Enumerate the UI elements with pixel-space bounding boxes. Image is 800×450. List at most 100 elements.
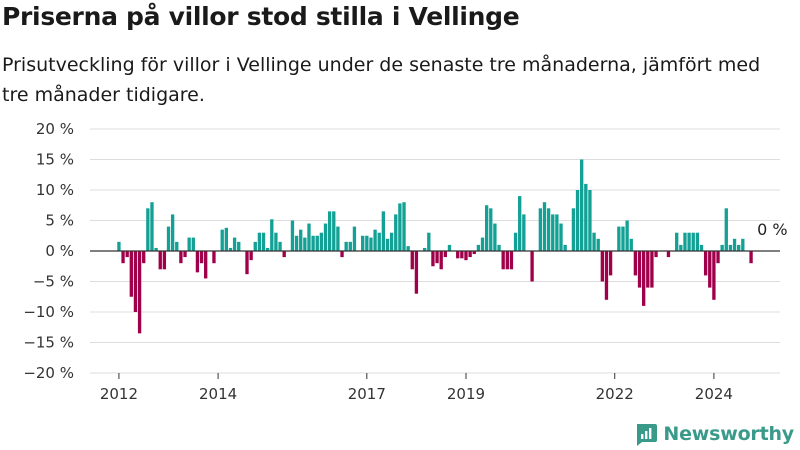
- bar: [431, 251, 435, 267]
- x-axis-ticks: 2012 2014 2017 2019 2022 2024: [100, 373, 733, 403]
- bar: [675, 232, 679, 251]
- bar: [435, 251, 439, 264]
- x-tick-label: 2017: [348, 385, 386, 403]
- bar: [195, 251, 200, 273]
- bar: [414, 251, 419, 294]
- bar: [551, 214, 555, 251]
- bar: [518, 196, 522, 251]
- bar: [737, 244, 741, 251]
- bar: [666, 251, 671, 258]
- bar: [365, 235, 369, 251]
- bar: [220, 229, 224, 251]
- bar: [617, 226, 621, 251]
- bar: [728, 244, 733, 251]
- bar: [493, 223, 497, 251]
- bar: [327, 211, 332, 251]
- bar: [340, 251, 344, 258]
- gridlines: [90, 128, 780, 374]
- bar: [245, 251, 249, 275]
- bar: [311, 235, 315, 251]
- logo-icon: [637, 424, 658, 446]
- bar: [142, 251, 146, 264]
- x-tick-label: 2024: [695, 385, 733, 403]
- bar: [410, 251, 414, 270]
- bar: [166, 226, 171, 251]
- bar: [691, 232, 695, 251]
- bar: [290, 220, 295, 251]
- bar: [596, 238, 600, 251]
- bar: [294, 235, 299, 251]
- bar: [460, 251, 464, 259]
- bar: [542, 202, 547, 251]
- bar: [571, 208, 576, 251]
- bar: [484, 205, 489, 251]
- bar: [513, 232, 518, 251]
- bar: [323, 223, 328, 251]
- bar: [468, 251, 472, 258]
- bar: [187, 237, 191, 251]
- bar: [278, 241, 282, 251]
- bar: [369, 237, 373, 251]
- bar: [315, 235, 319, 251]
- bar: [175, 241, 179, 251]
- bar: [497, 244, 501, 251]
- x-tick-label: 2019: [447, 385, 485, 403]
- bars: [117, 159, 753, 334]
- bar: [427, 232, 431, 251]
- bar: [538, 208, 543, 251]
- bar: [212, 251, 216, 264]
- bar: [257, 232, 262, 251]
- bar: [204, 251, 208, 279]
- bar: [146, 208, 150, 251]
- bar: [352, 226, 357, 251]
- bar: [158, 251, 162, 270]
- bar: [522, 214, 526, 251]
- bar: [555, 214, 559, 251]
- bar: [274, 232, 278, 251]
- bar: [695, 232, 700, 251]
- bar: [344, 241, 348, 251]
- bar: [625, 220, 629, 251]
- bar: [402, 202, 406, 251]
- y-tick-label: −5 %: [33, 273, 74, 291]
- bar: [398, 203, 402, 251]
- bar: [336, 226, 340, 251]
- bar: [472, 251, 476, 255]
- bar: [650, 251, 654, 288]
- y-axis-ticks: −20 % −15 % −10 % −5 % 0 % 5 % 10 % 15 % 20 %: [23, 120, 74, 382]
- bar: [629, 238, 633, 251]
- bar: [199, 251, 204, 264]
- bar: [394, 214, 398, 251]
- brand-name: Newsworthy: [663, 423, 794, 445]
- bar: [373, 229, 377, 251]
- bar: [377, 232, 381, 251]
- bar: [183, 251, 187, 258]
- bar: [361, 235, 365, 251]
- bar: [129, 251, 133, 297]
- bar: [253, 241, 257, 251]
- bar: [191, 237, 195, 251]
- bar: [732, 238, 737, 251]
- bar: [224, 227, 229, 251]
- bar: [703, 251, 708, 276]
- bar: [575, 190, 580, 251]
- y-tick-label: 10 %: [36, 181, 74, 199]
- bar: [381, 211, 386, 251]
- bar: [443, 251, 447, 258]
- bar: [749, 251, 753, 264]
- bar: [464, 251, 468, 261]
- bar: [480, 237, 485, 251]
- bar: [476, 244, 481, 251]
- bar: [592, 232, 596, 251]
- y-tick-label: 20 %: [36, 120, 74, 138]
- bar: [641, 251, 646, 306]
- y-tick-label: −20 %: [23, 364, 74, 382]
- bar: [588, 190, 592, 251]
- chart-title: Priserna på villor stod stilla i Velling…: [2, 2, 520, 31]
- bar: [319, 232, 324, 251]
- newsworthy-logo: Newsworthy: [634, 422, 794, 446]
- bar: [604, 251, 609, 300]
- bar: [447, 244, 452, 251]
- bar: [712, 251, 716, 300]
